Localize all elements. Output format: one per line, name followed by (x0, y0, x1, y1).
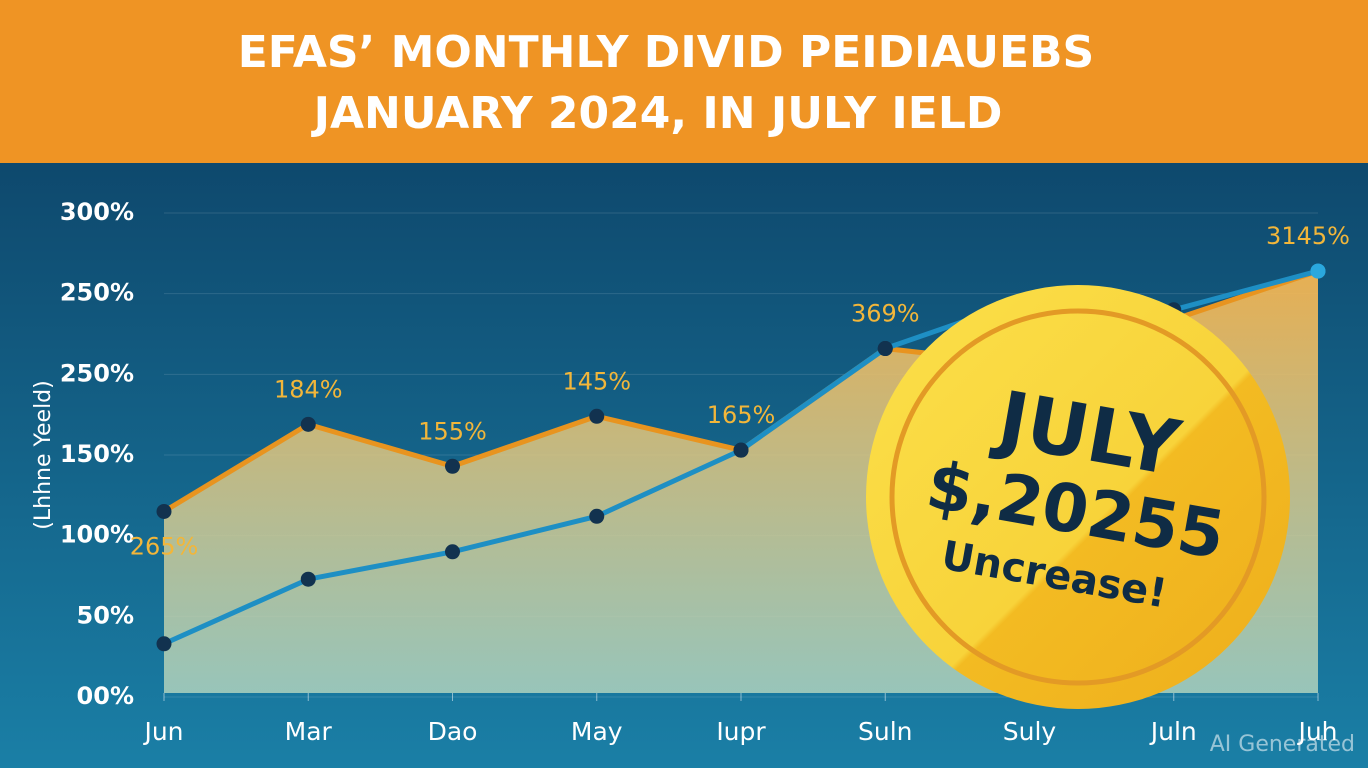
point (445, 544, 460, 560)
coin-ring (889, 308, 1267, 686)
point (589, 408, 605, 424)
point-label: 3145% (1266, 222, 1350, 250)
point (300, 571, 316, 587)
header (0, 0, 1368, 163)
point (156, 503, 172, 519)
y-tick-label: 300% (60, 198, 134, 226)
point (445, 458, 460, 474)
point-label: 184% (274, 375, 343, 403)
point-label: 145% (562, 367, 631, 395)
badge: JULY $,20255 Uncrease! (866, 285, 1290, 709)
x-tick-label: Juh (1296, 717, 1337, 746)
watermark: AI Generated (1210, 732, 1355, 757)
x-tick-label: Mar (285, 717, 333, 746)
x-tick-label: Dao (428, 717, 478, 746)
point (156, 636, 172, 652)
y-tick-label: 00% (77, 682, 134, 710)
point-label: 155% (418, 417, 487, 445)
point (589, 508, 605, 524)
point (1310, 263, 1326, 279)
point-label: 369% (851, 300, 920, 328)
x-tick-label: May (571, 717, 623, 746)
coin (866, 285, 1290, 709)
y-tick-label: 50% (77, 601, 134, 629)
x-tick-label: Jun (142, 717, 183, 746)
title-line: EFAS’ MONTHLY DIVID PEIDIAUEBS (238, 27, 1095, 78)
x-tick-label: Iupr (716, 717, 766, 746)
point-label: 165% (707, 401, 776, 429)
x-tick-label: Suly (1003, 717, 1057, 746)
x-tick-label: Juln (1149, 717, 1197, 746)
title-line: JANUARY 2024, IN JULY IELD (311, 88, 1003, 139)
point (300, 416, 316, 432)
y-tick-label: 100% (60, 521, 134, 549)
y-tick-label: 250% (60, 359, 134, 387)
y-axis-label: (Lhhne Yeeld) (31, 380, 56, 529)
point-label: 265% (130, 532, 199, 560)
point (877, 341, 893, 357)
y-tick-label: 150% (60, 440, 134, 468)
point (733, 442, 749, 458)
x-tick-label: Suln (858, 717, 913, 746)
y-tick-label: 250% (60, 279, 134, 307)
